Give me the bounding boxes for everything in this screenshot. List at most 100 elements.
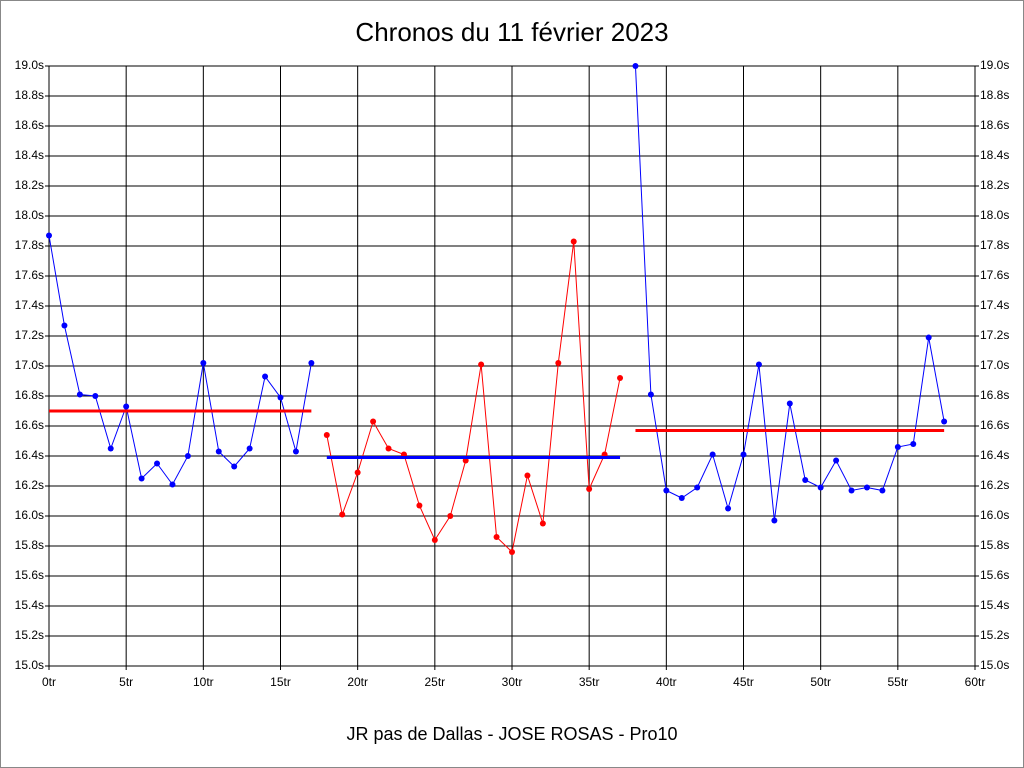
- y-tick-label: 17.4s: [15, 298, 44, 312]
- y2-tick-label: 15.6s: [980, 568, 1009, 582]
- y-tick-label: 18.4s: [15, 148, 44, 162]
- data-point: [246, 445, 253, 452]
- data-point: [231, 463, 238, 470]
- y-tick-label: 15.0s: [15, 658, 44, 672]
- x-tick-label: 15tr: [270, 675, 291, 689]
- data-point: [493, 534, 500, 540]
- data-point: [632, 63, 639, 69]
- data-point: [154, 460, 161, 467]
- y2-tick-label: 17.6s: [980, 268, 1009, 282]
- data-point: [647, 391, 654, 398]
- y2-tick-label: 18.6s: [980, 118, 1009, 132]
- data-point: [802, 477, 809, 483]
- data-point: [416, 502, 423, 509]
- x-axis-label: JR pas de Dallas - JOSE ROSAS - Pro10: [346, 724, 677, 744]
- y2-tick-label: 18.2s: [980, 178, 1009, 192]
- data-point: [169, 481, 176, 488]
- x-tick-label: 10tr: [193, 675, 214, 689]
- y-tick-label: 15.6s: [15, 568, 44, 582]
- data-point: [586, 486, 593, 492]
- y2-tick-label: 19.0s: [980, 58, 1009, 72]
- data-point: [339, 511, 346, 518]
- x-tick-label: 60tr: [965, 675, 986, 689]
- data-point: [771, 517, 778, 524]
- y2-tick-label: 18.8s: [980, 88, 1009, 102]
- data-point: [925, 334, 932, 341]
- x-tick-label: 50tr: [810, 675, 831, 689]
- data-point: [786, 400, 793, 407]
- y2-tick-label: 15.8s: [980, 538, 1009, 552]
- data-point: [910, 441, 917, 447]
- x-tick-label: 0tr: [42, 675, 56, 689]
- y-tick-label: 18.6s: [15, 118, 44, 132]
- y2-tick-label: 17.2s: [980, 328, 1009, 342]
- y-tick-label: 16.2s: [15, 478, 44, 492]
- data-point: [370, 418, 377, 425]
- y2-tick-label: 15.2s: [980, 628, 1009, 642]
- y2-tick-label: 17.8s: [980, 238, 1009, 252]
- data-point: [894, 444, 901, 450]
- y-tick-label: 17.0s: [15, 358, 44, 372]
- data-point: [431, 537, 438, 543]
- y-tick-label: 16.6s: [15, 418, 44, 432]
- data-point: [555, 360, 562, 366]
- data-point: [833, 457, 840, 464]
- y2-tick-label: 18.0s: [980, 208, 1009, 222]
- data-point: [138, 475, 145, 482]
- x-tick-label: 30tr: [502, 675, 523, 689]
- data-point: [663, 487, 670, 494]
- data-point: [200, 360, 207, 366]
- data-point: [215, 448, 222, 455]
- data-point: [817, 484, 824, 491]
- y-tick-label: 18.2s: [15, 178, 44, 192]
- data-point: [524, 472, 531, 479]
- data-point: [509, 549, 515, 555]
- data-point: [61, 322, 68, 329]
- data-point: [694, 484, 701, 491]
- data-point: [755, 361, 762, 368]
- data-point: [740, 451, 747, 458]
- y-tick-label: 15.2s: [15, 628, 44, 642]
- data-point: [848, 487, 855, 494]
- data-point: [292, 448, 299, 455]
- data-point: [617, 375, 624, 381]
- data-point: [478, 361, 485, 368]
- data-point: [46, 232, 52, 239]
- data-point: [76, 391, 83, 398]
- y-tick-label: 15.8s: [15, 538, 44, 552]
- data-point: [262, 373, 269, 380]
- x-tick-label: 55tr: [887, 675, 908, 689]
- y2-tick-label: 16.6s: [980, 418, 1009, 432]
- y-tick-label: 18.0s: [15, 208, 44, 222]
- y-tick-label: 19.0s: [15, 58, 44, 72]
- y-tick-label: 16.4s: [15, 448, 44, 462]
- y-tick-label: 18.8s: [15, 88, 44, 102]
- x-tick-label: 40tr: [656, 675, 677, 689]
- y2-tick-label: 16.8s: [980, 388, 1009, 402]
- y-tick-label: 17.2s: [15, 328, 44, 342]
- data-point: [941, 418, 948, 425]
- y2-tick-label: 17.4s: [980, 298, 1009, 312]
- y2-tick-label: 15.4s: [980, 598, 1009, 612]
- chart-title: Chronos du 11 février 2023: [355, 17, 668, 47]
- data-point: [863, 484, 870, 491]
- y-tick-label: 16.0s: [15, 508, 44, 522]
- y-tick-label: 16.8s: [15, 388, 44, 402]
- x-tick-label: 35tr: [579, 675, 600, 689]
- x-tick-label: 45tr: [733, 675, 754, 689]
- y2-tick-label: 15.0s: [980, 658, 1009, 672]
- data-point: [725, 505, 732, 512]
- y-tick-label: 17.8s: [15, 238, 44, 252]
- data-point: [709, 451, 716, 458]
- data-point: [184, 453, 191, 459]
- y2-tick-label: 18.4s: [980, 148, 1009, 162]
- data-point: [354, 469, 361, 476]
- data-point: [678, 495, 685, 501]
- x-tick-label: 5tr: [119, 675, 133, 689]
- data-point: [308, 360, 315, 366]
- data-point: [539, 520, 546, 527]
- series-line: [326, 241, 621, 553]
- y2-tick-label: 17.0s: [980, 358, 1009, 372]
